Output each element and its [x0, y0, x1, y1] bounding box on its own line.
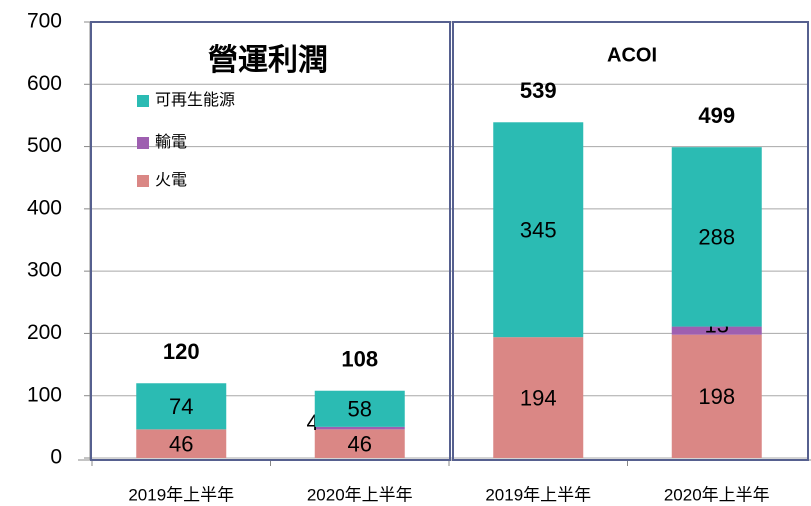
- data-label: 194: [520, 385, 557, 410]
- total-label: 539: [520, 78, 557, 103]
- x-tick-label: 2019年上半年: [485, 485, 591, 504]
- y-tick-label: 500: [27, 134, 62, 157]
- y-tick-label: 200: [27, 321, 62, 344]
- data-label: 198: [698, 384, 735, 409]
- total-label: 499: [698, 103, 735, 128]
- data-label: 74: [169, 394, 193, 419]
- data-label: 46: [348, 431, 372, 456]
- y-tick-label: 300: [27, 259, 62, 282]
- data-label: 58: [348, 397, 372, 422]
- bar-segment: [493, 337, 584, 458]
- panel-title: 營運利潤: [208, 44, 328, 77]
- bar-segment: [136, 429, 227, 458]
- bar-segment: [671, 334, 762, 458]
- bar-segment: [314, 426, 405, 430]
- legend-swatch: [137, 137, 149, 149]
- data-label: 288: [698, 225, 735, 250]
- x-tick-label: 2020年上半年: [664, 485, 770, 504]
- total-label: 108: [341, 347, 378, 372]
- panel-title: ACOI: [607, 44, 657, 66]
- y-tick-label: 400: [27, 196, 62, 219]
- bar-segment: [671, 147, 762, 327]
- bar-segment: [493, 122, 584, 338]
- data-label: 345: [520, 218, 557, 243]
- legend-label: 可再生能源: [155, 91, 235, 109]
- legend-label: 火電: [155, 172, 187, 189]
- y-tick-label: 700: [27, 10, 62, 33]
- y-tick-label: 600: [27, 72, 62, 95]
- legend-swatch: [137, 95, 149, 107]
- panel-frame: [90, 21, 451, 461]
- data-label: 46: [169, 431, 193, 456]
- bar-segment: [136, 383, 227, 430]
- x-tick-label: 2020年上半年: [307, 485, 413, 504]
- y-tick-label: 0: [50, 446, 62, 469]
- bar-segment: [314, 390, 405, 427]
- x-tick-label: 2019年上半年: [128, 485, 234, 504]
- legend-swatch: [137, 175, 149, 187]
- y-tick-label: 100: [27, 383, 62, 406]
- panel-frame: [452, 21, 809, 461]
- bar-segment: [314, 429, 405, 458]
- total-label: 120: [163, 339, 200, 364]
- legend-label: 輸電: [155, 133, 187, 151]
- bar-segment: [671, 326, 762, 335]
